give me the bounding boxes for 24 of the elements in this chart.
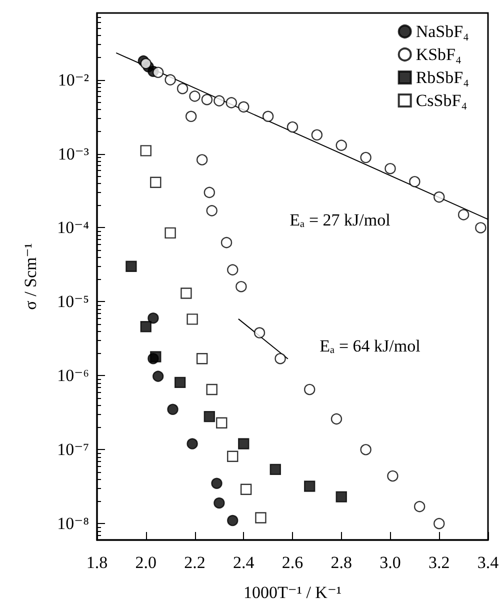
y-tick-label: 10⁻⁸	[57, 514, 90, 534]
legend-label: RbSbF₄	[416, 68, 470, 87]
x-tick-label: 1.8	[86, 553, 108, 572]
y-tick-label: 10⁻⁷	[57, 440, 90, 460]
legend-label: NaSbF₄	[416, 22, 470, 41]
x-tick-label: 3.2	[428, 553, 450, 572]
x-axis-title: 1000T⁻¹ / K⁻¹	[243, 583, 342, 602]
x-tick-label: 3.4	[477, 553, 500, 572]
y-axis-title: σ / Scm⁻¹	[21, 243, 40, 310]
x-tick-label: 2.0	[135, 553, 156, 572]
legend-label: KSbF₄	[416, 45, 462, 64]
y-tick-label: 10⁻⁵	[57, 292, 90, 312]
x-tick-label: 3.0	[380, 553, 401, 572]
x-tick-label: 2.8	[330, 553, 352, 572]
y-tick-label: 10⁻⁴	[57, 218, 90, 238]
annotation: Eₐ = 27 kJ/mol	[290, 210, 391, 230]
annotation: Eₐ = 64 kJ/mol	[320, 336, 421, 356]
x-tick-label: 2.6	[282, 553, 304, 572]
y-tick-label: 10⁻³	[58, 144, 89, 164]
legend-label: CsSbF₄	[416, 91, 468, 110]
y-tick-label: 10⁻⁶	[57, 366, 90, 386]
y-tick-label: 10⁻²	[58, 70, 89, 90]
x-tick-label: 2.2	[184, 553, 206, 572]
x-tick-label: 2.4	[233, 553, 255, 572]
